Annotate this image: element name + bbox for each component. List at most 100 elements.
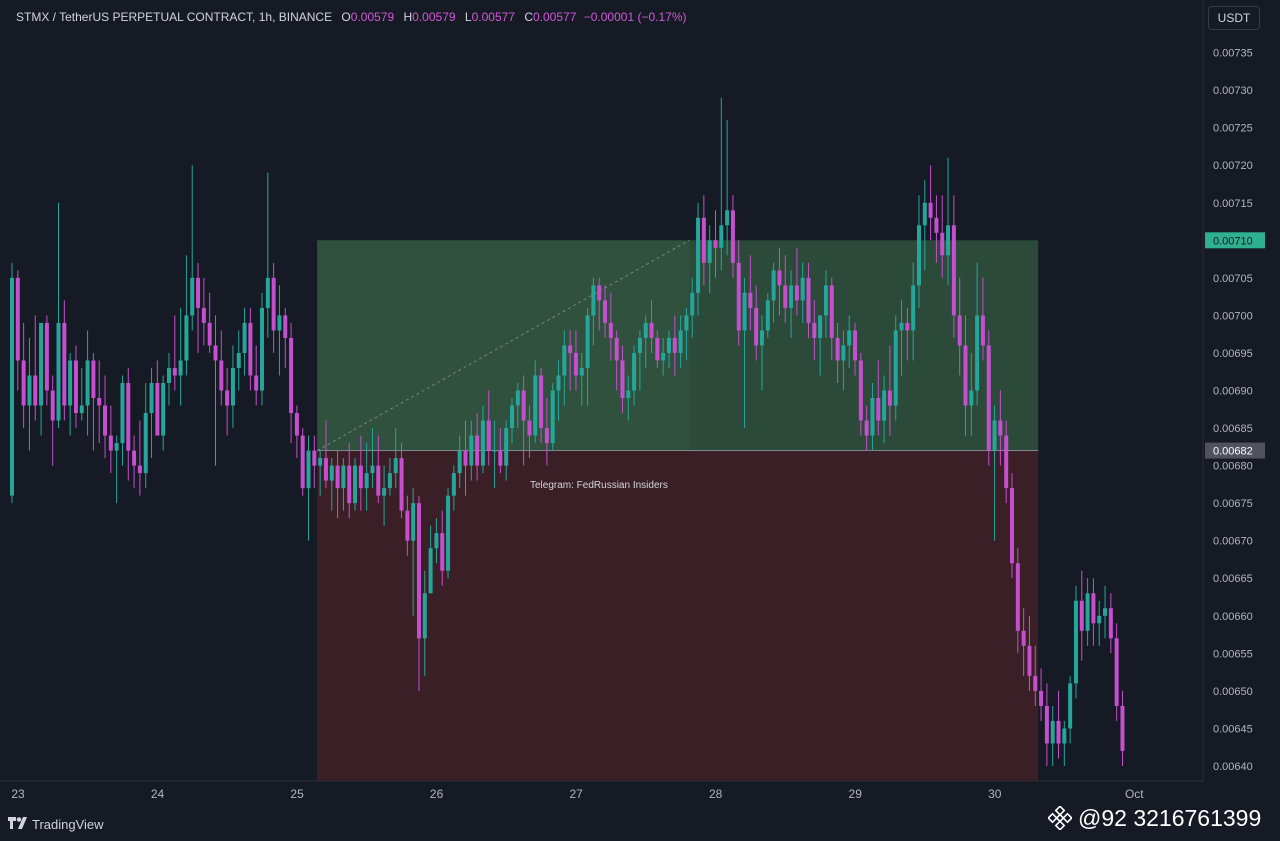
candle-body	[858, 360, 863, 421]
candle-body	[934, 217, 939, 233]
price-tick-label: 0.00700	[1213, 310, 1253, 322]
candle-body	[678, 330, 683, 353]
candle-body	[684, 315, 689, 331]
candle-body	[800, 277, 805, 301]
candle-body	[323, 458, 328, 481]
candle-body	[225, 390, 230, 406]
candle-body	[1114, 638, 1119, 706]
candle-body	[1050, 720, 1055, 744]
low-value: 0.00577	[471, 10, 515, 24]
time-tick-label: Oct	[1125, 787, 1144, 801]
candle-body	[44, 322, 49, 391]
candle-body	[178, 360, 183, 376]
time-tick-label: 28	[709, 787, 723, 801]
candle-body	[789, 285, 794, 308]
candle-body	[963, 345, 968, 406]
candle-body	[1068, 683, 1073, 729]
time-tick-label: 26	[430, 787, 444, 801]
candle-body	[655, 337, 660, 361]
candle-body	[922, 202, 927, 226]
candle-body	[701, 217, 706, 263]
candle-body	[951, 225, 956, 316]
candle-body	[608, 322, 613, 338]
candle-body	[469, 435, 474, 466]
candle-body	[841, 345, 846, 361]
candle-body	[399, 458, 404, 511]
candle-body	[132, 450, 137, 466]
candle-body	[475, 435, 480, 466]
candle-body	[277, 315, 282, 331]
price-tick-label: 0.00735	[1213, 48, 1253, 60]
candle-body	[108, 435, 113, 451]
binance-icon	[1047, 805, 1073, 831]
candle-body	[771, 270, 776, 301]
candle-body	[114, 443, 119, 451]
candle-body	[882, 390, 887, 421]
candle-body	[428, 548, 433, 594]
candle-body	[823, 285, 828, 316]
candle-body	[422, 593, 427, 639]
candle-body	[137, 465, 142, 474]
candle-body	[515, 390, 520, 406]
candle-body	[940, 232, 945, 256]
candle-body	[15, 277, 20, 361]
candle-body	[510, 405, 515, 429]
candle-body	[899, 322, 904, 331]
candle-body	[358, 465, 363, 489]
candle-body	[10, 277, 14, 496]
target-price-label: 0.00710	[1213, 235, 1253, 247]
candle-body	[783, 285, 788, 308]
candle-body	[568, 345, 573, 353]
candle-body	[893, 330, 898, 406]
candle-body	[742, 292, 747, 331]
candle-body	[916, 225, 921, 286]
price-tick-label: 0.00675	[1213, 498, 1253, 510]
candle-body	[190, 277, 195, 316]
candle-body	[643, 322, 648, 338]
candle-body	[533, 375, 538, 436]
candle-body	[550, 390, 555, 444]
candle-body	[975, 315, 980, 391]
candle-body	[864, 420, 869, 436]
candle-body	[1033, 675, 1038, 691]
candle-body	[870, 398, 875, 436]
candle-body	[236, 352, 241, 368]
tradingview-logo[interactable]: TradingView	[8, 815, 104, 833]
candle-body	[1120, 705, 1125, 751]
candle-body	[85, 360, 90, 406]
candle-body	[672, 337, 677, 353]
chart-legend: STMX / TetherUS PERPETUAL CONTRACT, 1h, …	[16, 10, 686, 24]
tradingview-icon	[8, 816, 28, 832]
candle-body	[341, 465, 346, 489]
candle-body	[79, 405, 84, 414]
currency-unit-button[interactable]: USDT	[1208, 6, 1260, 30]
candle-body	[50, 390, 55, 421]
candle-body	[539, 375, 544, 429]
candle-body	[585, 315, 590, 368]
candle-body	[620, 360, 625, 399]
candle-body	[451, 473, 456, 496]
candle-body	[614, 337, 619, 361]
candle-body	[946, 225, 951, 256]
candle-body	[254, 375, 259, 391]
candle-body	[201, 307, 206, 323]
candle-body	[1056, 720, 1061, 744]
candle-body	[806, 277, 811, 323]
candle-body	[300, 435, 305, 489]
entry-price-badge	[1205, 442, 1265, 459]
candle-body	[440, 533, 445, 571]
candle-body	[876, 398, 881, 421]
candle-body	[73, 360, 78, 414]
candle-body	[736, 262, 741, 331]
candle-body	[271, 277, 276, 331]
time-axis-pane	[0, 781, 1280, 841]
watermark-text: @92 3216761399	[1078, 804, 1262, 831]
candle-body	[957, 315, 962, 346]
candle-body	[1079, 600, 1084, 631]
price-tick-label: 0.00640	[1213, 761, 1253, 773]
candle-body	[992, 420, 997, 451]
price-tick-label: 0.00660	[1213, 611, 1253, 623]
price-tick-label: 0.00690	[1213, 386, 1253, 398]
candle-body	[463, 450, 468, 466]
